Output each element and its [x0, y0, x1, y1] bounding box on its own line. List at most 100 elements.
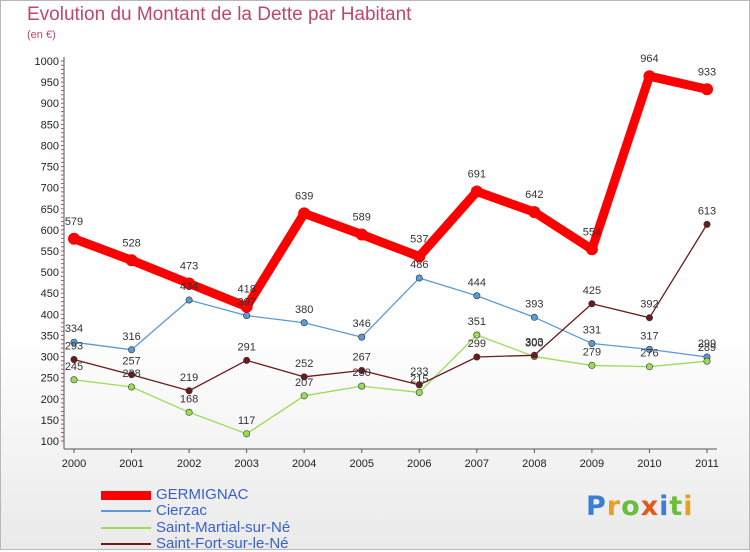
data-label: 380 [295, 304, 313, 316]
data-label: 331 [583, 324, 601, 336]
data-point [70, 338, 78, 346]
data-point [415, 388, 423, 396]
legend-label: GERMIGNAC [156, 486, 249, 503]
y-tick-label: 500 [41, 267, 59, 279]
x-tick-label: 2006 [407, 458, 431, 470]
data-point [588, 361, 596, 369]
x-tick-label: 2003 [234, 458, 258, 470]
data-label: 351 [468, 316, 486, 328]
data-point [355, 228, 368, 241]
data-point [358, 366, 366, 374]
data-label: 317 [640, 330, 658, 342]
legend-swatch [101, 543, 151, 545]
y-tick-label: 900 [41, 98, 59, 110]
data-label: 245 [65, 361, 83, 373]
data-label: 230 [353, 367, 371, 379]
data-label: 613 [698, 205, 716, 217]
data-point [588, 339, 596, 347]
series-Saint-Fort-sur-le-Né [70, 220, 711, 395]
series-line [69, 71, 712, 312]
chart-axes: 100 150 200 250 300 350 400 450 500 550 600 650 700 7… [35, 56, 719, 470]
data-label: 117 [238, 415, 256, 427]
x-tick-label: 2010 [637, 458, 661, 470]
x-tick-label: 2004 [292, 458, 316, 470]
data-point [473, 331, 481, 339]
data-point [240, 300, 253, 313]
y-tick-label: 250 [41, 373, 59, 385]
legend-swatch [101, 527, 151, 529]
data-point [530, 313, 538, 321]
data-point [243, 430, 251, 438]
data-point [128, 371, 136, 379]
data-label: 444 [468, 277, 486, 289]
data-point [70, 376, 78, 384]
data-label: 964 [640, 53, 658, 65]
data-point [645, 363, 653, 371]
data-label: 334 [65, 323, 83, 335]
data-point [703, 357, 711, 365]
data-point [298, 207, 311, 220]
series-layer [68, 70, 713, 438]
x-tick-label: 2002 [177, 458, 201, 470]
data-label: 933 [698, 66, 716, 78]
data-point [588, 300, 596, 308]
data-label: 228 [122, 368, 140, 380]
series-line [73, 277, 708, 358]
data-point [528, 206, 541, 219]
y-tick-label: 100 [41, 436, 59, 448]
proxiti-logo: Proxiti [586, 491, 694, 522]
data-label: 168 [180, 393, 198, 405]
y-tick-label: 200 [41, 394, 59, 406]
legend-swatch [101, 490, 151, 500]
data-point [185, 296, 193, 304]
data-point [128, 346, 136, 354]
y-tick-label: 650 [41, 204, 59, 216]
data-point [125, 254, 138, 267]
data-point [643, 70, 656, 83]
x-tick-label: 2007 [465, 458, 489, 470]
data-label: 473 [180, 261, 198, 273]
data-point [68, 232, 80, 245]
x-tick-label: 2000 [62, 458, 86, 470]
y-tick-label: 150 [41, 415, 59, 427]
data-point [300, 373, 308, 381]
data-label: 293 [65, 341, 83, 353]
chart-title: Evolution du Montant de la Dette par Hab… [27, 4, 412, 25]
legend-label: Saint-Martial-sur-Né [156, 519, 291, 536]
data-label: 392 [640, 299, 658, 311]
data-labels: 334 316 434 397 380 346 486 444 393 331 317 299 245 2… [65, 53, 716, 427]
data-label: 219 [180, 372, 198, 384]
data-point [415, 381, 423, 389]
data-label: 537 [410, 233, 428, 245]
data-point [185, 408, 193, 416]
data-point [183, 277, 196, 290]
logo-text: Proxiti [586, 491, 694, 522]
y-tick-label: 450 [41, 288, 59, 300]
data-label: 279 [583, 346, 601, 358]
data-point [703, 220, 711, 228]
legend-label: Cierzac [156, 502, 207, 519]
data-label: 299 [698, 338, 716, 350]
x-tick-label: 2005 [349, 458, 373, 470]
data-label: 291 [237, 341, 255, 353]
series-GERMIGNAC [68, 70, 713, 313]
data-label: 486 [410, 259, 428, 271]
data-label: 554 [583, 226, 601, 238]
data-point [358, 333, 366, 341]
data-label: 233 [410, 366, 428, 378]
data-label: 215 [410, 373, 428, 385]
data-point [585, 243, 598, 256]
data-label: 418 [237, 284, 255, 296]
y-tick-label: 800 [41, 140, 59, 152]
data-label: 434 [180, 281, 198, 293]
data-label: 425 [583, 285, 601, 297]
chart-subtitle: (en €) [27, 29, 56, 41]
data-point [530, 351, 538, 359]
x-tick-label: 2011 [695, 458, 719, 470]
data-point [185, 387, 193, 395]
data-point [470, 185, 483, 198]
data-label: 589 [353, 212, 371, 224]
y-tick-label: 600 [41, 225, 59, 237]
